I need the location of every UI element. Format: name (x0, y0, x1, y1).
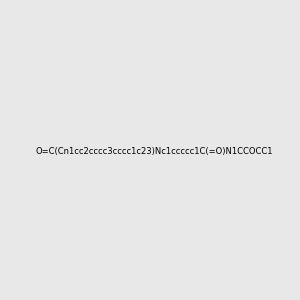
Text: O=C(Cn1cc2cccc3cccc1c23)Nc1ccccc1C(=O)N1CCOCC1: O=C(Cn1cc2cccc3cccc1c23)Nc1ccccc1C(=O)N1… (35, 147, 272, 156)
